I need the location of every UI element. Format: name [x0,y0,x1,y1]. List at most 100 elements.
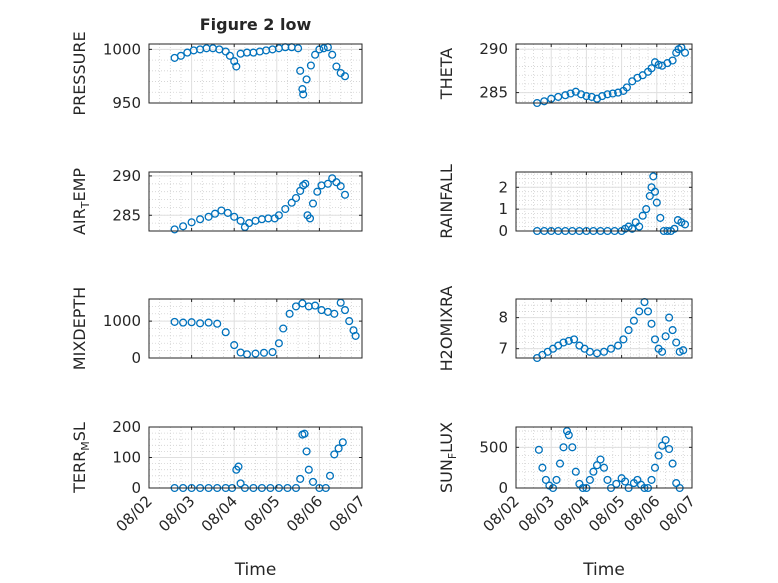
y-tick-label: 950 [112,94,141,112]
data-point [629,316,638,325]
data-point [552,475,561,484]
data-point [668,326,677,335]
data-point [287,198,296,207]
y-tick-label: 500 [479,438,508,456]
data-point [582,92,591,101]
data-point [564,336,573,345]
y-axis-label: PRESSURE [70,31,89,115]
y-axis-label: THETA [437,48,456,100]
data-point [661,332,670,341]
axes-frame [148,298,363,359]
x-tick-label: 08/07 [656,492,699,535]
data-point [628,224,637,233]
data-point [670,224,679,233]
axes-background [149,299,362,358]
data-point [299,90,308,99]
subplot-4: 0 1 2 RAINFALL [437,164,693,240]
axes-frame [515,171,693,232]
subplot-8: 0 500 SUNFLUX 08/0208/0308/0408/0508/0608/0… [437,422,699,580]
data-point [179,222,188,231]
subplot-6: 7 8 H2OMIXRA [437,286,693,372]
data-point [658,347,667,356]
data-point [294,44,303,53]
data-point [306,61,315,70]
data-point [679,346,688,355]
data-point [332,178,341,187]
y-axis-label: SUNFLUX [437,422,459,493]
x-tick-label: 08/05 [240,492,283,535]
data-point [680,220,690,229]
x-tick-label: 08/04 [198,492,241,535]
data-point [259,348,269,357]
data-point [308,199,318,208]
data-point [603,90,612,99]
axes-frame [515,43,693,104]
data-point [614,341,623,350]
data-point [585,475,594,484]
data-point [638,211,647,220]
data-point [302,447,311,456]
y-tick-label: 0 [498,479,508,497]
data-point [587,92,596,101]
axes-frame [515,298,693,359]
y-tick-label: 8 [498,309,508,327]
data-point [234,462,243,471]
data-point [647,319,656,328]
data-point [603,475,612,484]
data-point [281,204,290,214]
data-point [298,299,307,308]
data-point [232,62,241,71]
data-point [221,47,230,56]
data-point [592,461,602,470]
y-tick-label: 0 [498,222,508,240]
data-point [540,97,549,106]
data-point [236,216,245,225]
chart-title: Figure 2 low [200,15,312,34]
data-point [330,309,339,318]
data-point [279,324,288,333]
x-tick-label: 08/06 [283,492,326,535]
x-tick-label: 08/03 [155,492,198,535]
data-point [311,301,320,310]
data-point [654,451,663,460]
data-point [196,215,205,224]
y-tick-label: 100 [112,449,141,467]
data-point [561,91,570,100]
data-point [291,302,301,311]
data-point [650,463,660,472]
x-tick-label: 08/02 [113,492,156,535]
data-point [599,463,609,472]
data-point [619,335,628,344]
y-tick-label: 0 [131,349,141,367]
data-point [645,191,654,201]
x-tick-label: 08/03 [515,492,558,535]
data-point [649,172,658,181]
data-point [230,341,239,350]
subplot-7: 0 100 200 TERRMSL 08/02 08/03 08/04 08/05 08/06 0… [70,418,369,580]
data-point [668,459,677,468]
data-point [170,317,179,326]
data-point [301,179,310,188]
x-tick-label: 08/07 [326,492,369,535]
data-point [554,92,563,101]
y-tick-label: 290 [479,40,508,58]
y-tick-label: 7 [498,340,508,358]
data-point [562,427,572,436]
data-point [624,326,633,335]
data-point [658,441,667,450]
data-point [559,338,568,347]
data-point [622,83,631,92]
data-point [196,319,205,328]
data-point [647,475,656,484]
data-point [635,307,644,316]
subplot-5: 0 1000 MIXDEPTH [70,287,363,370]
x-tick-label: 08/04 [550,492,593,535]
y-axis-label: H2OMIXRA [437,286,456,372]
data-point [325,471,335,480]
axes-frame [515,426,693,489]
data-point [665,313,674,322]
data-point [345,317,354,326]
data-point [577,90,586,99]
y-tick-label: 1000 [103,40,141,58]
